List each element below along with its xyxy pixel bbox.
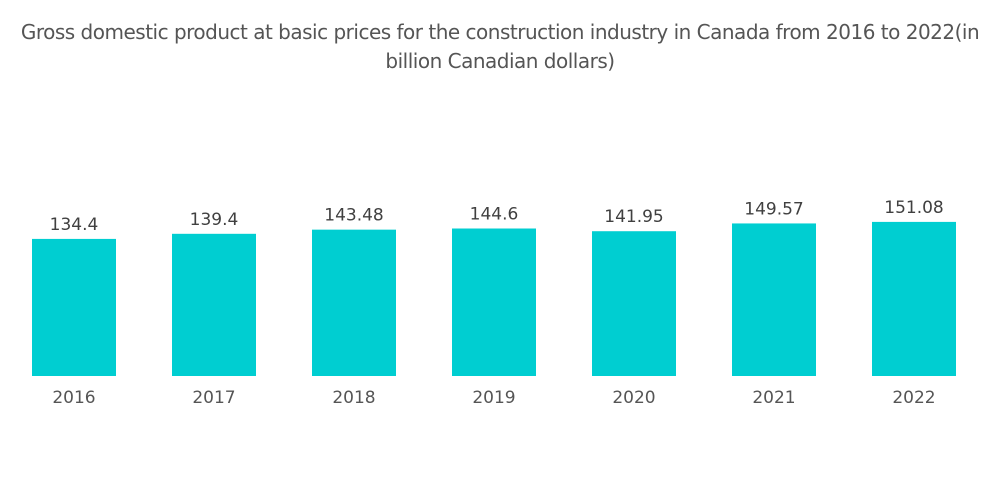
bar-2018 [312, 229, 396, 376]
x-tick-2017: 2017 [192, 388, 235, 408]
chart-title: Gross domestic product at basic prices f… [20, 20, 980, 73]
data-label-2017: 139.4 [190, 210, 239, 230]
data-label-2020: 141.95 [604, 207, 663, 227]
bar-2016 [32, 238, 116, 376]
bar-2019 [452, 228, 536, 376]
x-tick-2016: 2016 [52, 388, 95, 408]
data-label-2021: 149.57 [744, 199, 803, 219]
data-label-2016: 134.4 [50, 215, 99, 235]
data-label-2019: 144.6 [470, 205, 519, 225]
data-label-2018: 143.48 [324, 206, 383, 226]
bar-2020 [592, 231, 676, 376]
x-tick-2019: 2019 [472, 388, 515, 408]
bar-2017 [172, 233, 256, 376]
x-tick-2020: 2020 [612, 388, 655, 408]
x-tick-2021: 2021 [752, 388, 795, 408]
bar-2021 [732, 223, 816, 376]
bar-2022 [872, 221, 956, 376]
data-label-2022: 151.08 [884, 198, 943, 218]
x-tick-2018: 2018 [332, 388, 375, 408]
x-tick-2022: 2022 [892, 388, 935, 408]
